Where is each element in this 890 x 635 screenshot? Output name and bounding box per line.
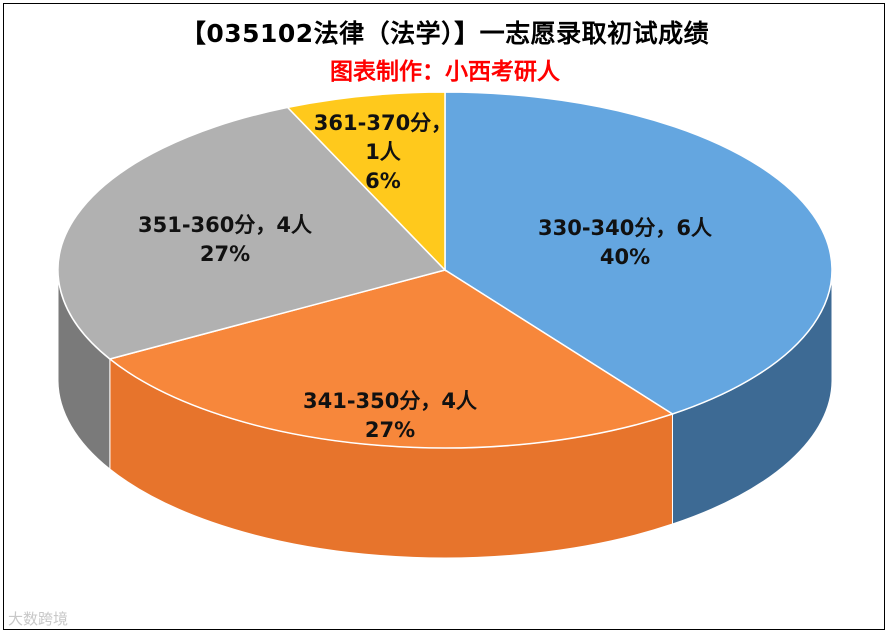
chart-title: 【035102法律（法学）】一志愿录取初试成绩 xyxy=(180,19,710,48)
slice-label-2: 351-360分，4人 27% xyxy=(138,213,312,266)
slice-label-1: 341-350分，4人 27% xyxy=(303,389,477,442)
chart-subtitle: 图表制作：小西考研人 xyxy=(330,59,560,85)
pie-slice-3 xyxy=(286,91,446,272)
pie-labels: 330-340分，6人 40% 341-350分，4人 27% 351-360分，4人 2… xyxy=(138,111,712,442)
pie-tops xyxy=(57,91,833,449)
pie-slice-0 xyxy=(444,91,833,415)
slice-label-0: 330-340分，6人 40% xyxy=(538,216,712,269)
watermark-text: 大数跨境 xyxy=(8,610,69,628)
slice-label-3: 361-370分， 1人 6% xyxy=(314,111,452,193)
pie-slice-1 xyxy=(108,269,675,449)
